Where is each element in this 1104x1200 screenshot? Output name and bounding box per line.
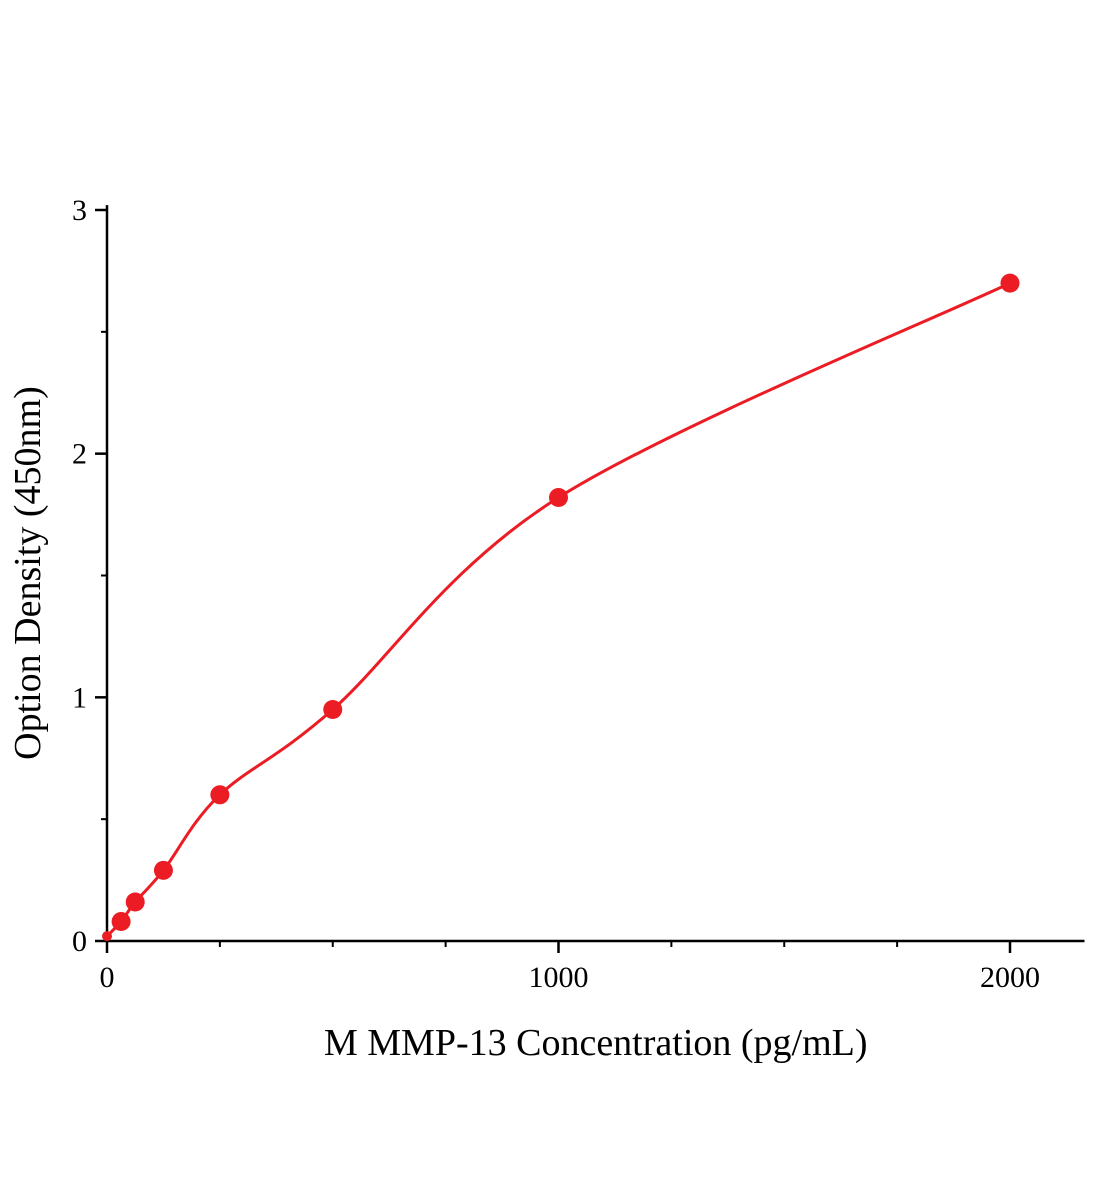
x-axis-title: M MMP-13 Concentration (pg/mL): [324, 1022, 868, 1064]
data-point: [102, 931, 112, 942]
data-point: [1000, 273, 1020, 293]
y-axis-title: Option Density (450nm): [7, 386, 49, 760]
data-point: [111, 912, 131, 932]
y-tick-label: 1: [72, 681, 87, 714]
x-tick-label: 2000: [980, 961, 1040, 994]
x-tick-label: 0: [100, 961, 115, 994]
data-point: [549, 488, 568, 508]
y-tick-label: 3: [72, 194, 87, 227]
y-tick-label: 2: [72, 438, 87, 471]
data-point: [210, 785, 230, 805]
data-point: [323, 700, 343, 720]
x-tick-label: 1000: [529, 961, 589, 994]
data-point: [125, 892, 145, 912]
fit-curve: [105, 281, 1012, 938]
data-point: [153, 860, 173, 880]
y-tick-label: 0: [72, 925, 87, 958]
